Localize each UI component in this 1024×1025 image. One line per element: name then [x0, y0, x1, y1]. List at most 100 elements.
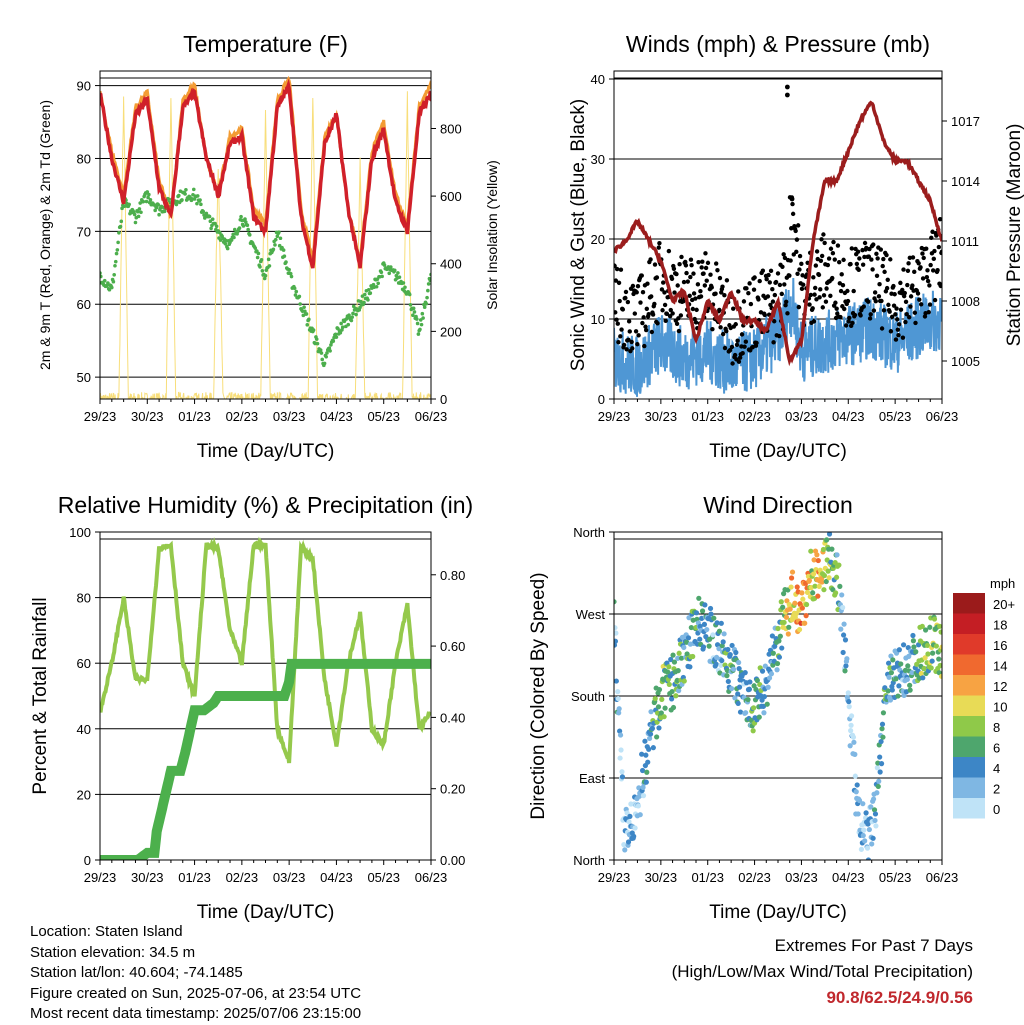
direction-point [837, 583, 843, 589]
direction-point [725, 646, 731, 653]
direction-point [783, 614, 790, 620]
direction-point [637, 812, 643, 818]
direction-point [769, 633, 775, 639]
gust-point [752, 275, 757, 280]
x-tick-label: 03/23 [785, 409, 818, 424]
plot-area [614, 532, 942, 860]
legend-swatch [953, 593, 985, 614]
td-point [118, 224, 123, 229]
gust-point [908, 294, 914, 299]
direction-point [803, 601, 810, 608]
direction-point [700, 644, 707, 650]
gust-point [924, 246, 929, 251]
td-point [284, 260, 288, 264]
gust-point [814, 297, 819, 302]
y-tick-label: West [576, 607, 606, 622]
td-point [338, 330, 343, 335]
gust-point [795, 271, 800, 276]
gust-point [767, 280, 772, 285]
direction-point [713, 661, 719, 667]
gust-point [783, 302, 788, 308]
direction-point [865, 821, 871, 827]
td-point [307, 317, 311, 322]
td-point [166, 197, 171, 201]
y-tick-label: 60 [77, 656, 91, 671]
gust-point [813, 263, 819, 268]
gust-point [703, 265, 709, 271]
direction-point [873, 823, 879, 829]
direction-point [854, 782, 860, 788]
gust-point [674, 321, 680, 326]
series-2m-td [100, 187, 431, 368]
td-point [201, 209, 206, 214]
td-point [127, 202, 131, 207]
gust-point [788, 258, 793, 263]
td-point [416, 332, 421, 336]
gust-point [879, 298, 884, 304]
gust-point [861, 304, 866, 309]
gust-point [838, 314, 843, 320]
x-tick-label: 06/23 [415, 870, 448, 885]
gust-point [932, 297, 938, 303]
series-2m-t [100, 78, 431, 269]
gust-point [852, 312, 858, 318]
direction-point [833, 590, 839, 596]
direction-point [888, 670, 894, 676]
gust-point [649, 329, 655, 335]
direction-point [937, 662, 942, 669]
gust-point [654, 275, 660, 280]
gust-point [685, 279, 690, 284]
direction-point [729, 642, 735, 649]
direction-point [754, 677, 760, 684]
direction-point [646, 746, 652, 752]
gust-point [784, 92, 790, 98]
gust-point [834, 306, 839, 311]
gust-point [782, 255, 788, 261]
gust-point [825, 262, 831, 268]
direction-point [816, 583, 822, 590]
panel-title: Winds (mph) & Pressure (mb) [626, 31, 930, 57]
legend-label: 12 [993, 679, 1007, 694]
direction-point [893, 676, 899, 682]
gust-point [934, 233, 939, 238]
td-point [237, 226, 242, 230]
gust-point [727, 347, 733, 353]
direction-point [815, 557, 821, 564]
direction-point [870, 835, 876, 841]
direction-point [642, 738, 648, 744]
gust-point [873, 298, 878, 304]
direction-point [656, 725, 662, 731]
gust-point [835, 243, 841, 248]
td-point [305, 323, 310, 327]
gust-point [640, 320, 645, 326]
station-info: Location: Staten Island Station elevatio… [30, 922, 361, 1025]
gust-point [893, 337, 899, 342]
direction-point [889, 687, 895, 693]
td-point [177, 193, 181, 198]
gust-point [885, 277, 890, 283]
legend-swatch [953, 777, 985, 798]
direction-point [832, 559, 838, 566]
x-axis-label: Time (Day/UTC) [709, 902, 847, 923]
direction-point [848, 722, 854, 728]
direction-point [661, 714, 667, 720]
td-point [136, 209, 140, 214]
gust-point [672, 290, 677, 295]
direction-point [863, 810, 869, 816]
td-point [412, 310, 417, 314]
gust-point [794, 249, 799, 255]
direction-point [913, 649, 919, 655]
gust-point [627, 329, 632, 334]
direction-point [730, 666, 737, 672]
gust-point [641, 315, 646, 320]
direction-point [708, 611, 714, 617]
td-point [146, 195, 150, 200]
direction-point [729, 685, 735, 692]
td-point [116, 240, 120, 245]
created-text: Figure created on Sun, 2025-07-06, at 23… [30, 984, 362, 1002]
direction-point [904, 676, 910, 683]
gust-point [615, 321, 620, 326]
gust-point [938, 283, 942, 289]
direction-point [751, 705, 757, 711]
gust-point [822, 240, 827, 246]
